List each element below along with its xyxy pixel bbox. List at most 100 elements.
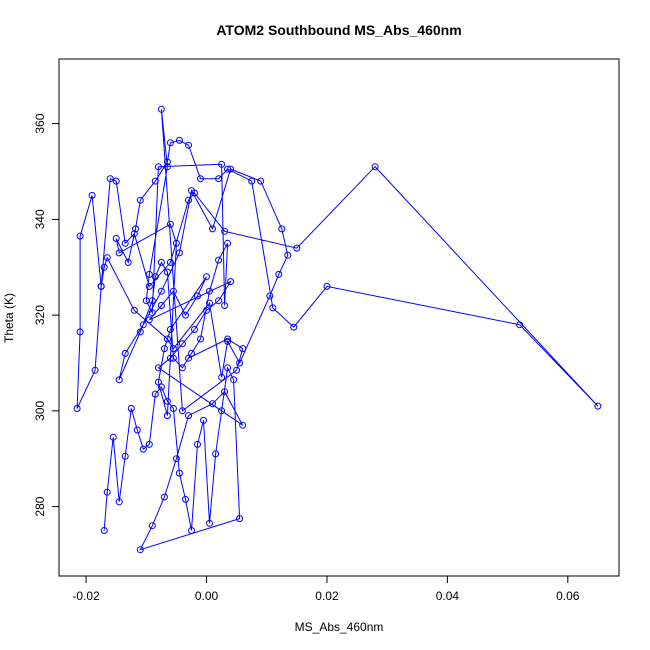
data-point (185, 196, 192, 204)
data-point (109, 433, 117, 441)
data-point (194, 440, 201, 448)
data-point (206, 519, 213, 527)
data-point (197, 335, 204, 343)
data-point (221, 302, 229, 309)
data-point (323, 282, 331, 290)
data-point (194, 292, 201, 300)
data-point (160, 493, 168, 501)
x-tick-label: 0.04 (436, 589, 460, 603)
data-point (221, 227, 229, 235)
data-point (185, 354, 192, 362)
data-point (100, 527, 108, 534)
data-point (121, 349, 129, 357)
data-point (182, 311, 189, 319)
data-point (215, 256, 223, 264)
data-point (145, 316, 153, 324)
data-point (248, 177, 256, 185)
data-point (97, 282, 105, 290)
data-point (166, 258, 174, 266)
data-point (188, 527, 195, 534)
data-point (130, 306, 138, 314)
data-point (154, 364, 162, 372)
data-point (139, 445, 147, 453)
y-tick-label: 360 (33, 113, 47, 133)
data-point (136, 196, 144, 204)
data-point (188, 187, 195, 195)
data-point (266, 292, 274, 300)
data-point (290, 323, 298, 331)
data-point (145, 440, 153, 448)
data-point (121, 239, 129, 247)
data-point (185, 141, 192, 149)
data-point (172, 455, 180, 463)
data-point (169, 405, 177, 412)
data-point (224, 239, 232, 247)
data-point (233, 366, 241, 374)
data-point (239, 345, 247, 353)
x-tick-label: 0.02 (315, 589, 339, 603)
data-point (278, 225, 286, 233)
data-point (191, 326, 198, 333)
data-point (139, 321, 147, 329)
data-point (594, 402, 602, 410)
data-point (218, 160, 226, 168)
data-point (275, 270, 283, 278)
data-point (209, 400, 216, 408)
data-point (145, 270, 153, 278)
data-point (169, 354, 177, 362)
data-point (236, 359, 244, 367)
data-point (142, 297, 150, 305)
plot-frame (58, 58, 620, 577)
data-point (221, 388, 229, 396)
data-point (133, 426, 141, 434)
data-point (163, 163, 171, 171)
data-point (227, 278, 235, 286)
data-point (163, 158, 171, 166)
y-axis-label: Theta (K) (2, 293, 16, 343)
data-point (157, 105, 165, 113)
data-point (172, 239, 180, 247)
data-point (166, 139, 174, 147)
data-point (218, 373, 226, 381)
data-point (293, 244, 301, 252)
y-tick-label: 320 (33, 305, 47, 325)
data-point (154, 163, 162, 171)
data-point (112, 235, 120, 242)
data-point (215, 297, 223, 305)
data-point (224, 337, 232, 345)
data-point (178, 364, 186, 372)
data-point (115, 498, 123, 506)
data-point (230, 376, 238, 384)
data-point (157, 287, 165, 295)
data-point (215, 175, 223, 183)
data-point (166, 220, 174, 228)
data-point (160, 345, 168, 353)
data-point (163, 335, 171, 343)
data-point (112, 177, 120, 185)
data-point (132, 225, 139, 233)
data-point (197, 175, 204, 183)
data-point (182, 495, 189, 503)
data-point (163, 397, 171, 405)
data-point (236, 515, 244, 523)
data-point (91, 366, 99, 374)
data-point (136, 328, 144, 336)
data-point (115, 376, 123, 384)
data-point (151, 390, 159, 398)
data-point (121, 452, 129, 460)
data-point (88, 191, 96, 199)
data-point (209, 225, 216, 233)
data-point (203, 306, 210, 314)
data-point (145, 282, 153, 290)
data-point (169, 287, 177, 295)
x-axis-label: MS_Abs_460nm (295, 620, 384, 634)
data-point (169, 345, 177, 353)
x-tick-label: -0.02 (72, 589, 100, 603)
data-point (148, 309, 156, 317)
data-point (218, 407, 226, 415)
data-point (127, 405, 135, 412)
data-point (178, 340, 186, 348)
data-point (166, 354, 174, 362)
data-point (224, 335, 232, 343)
series-line (76, 109, 599, 551)
